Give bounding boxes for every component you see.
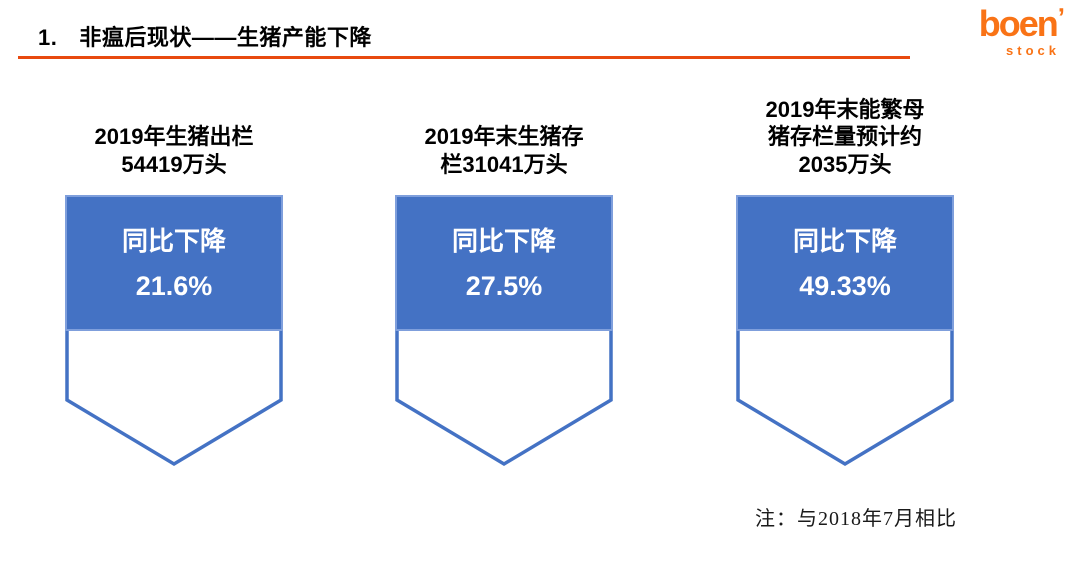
footnote: 注：与2018年7月相比 <box>755 508 957 530</box>
pennant-banner: 同比下降 49.33% <box>736 195 954 468</box>
stat-column-breeding-sows: 2019年末能繁母 猪存栏量预计约 2035万头 同比下降 49.33% <box>705 86 985 468</box>
column-heading: 2019年末生猪存 栏31041万头 <box>424 124 584 177</box>
logo-wordmark-text: boen <box>978 3 1059 44</box>
pennant-shape <box>395 195 613 467</box>
banner-value: 21.6% <box>135 271 213 301</box>
page-title: 非瘟后现状——生猪产能下降 <box>79 25 372 50</box>
pennant-banner: 同比下降 21.6% <box>65 195 283 468</box>
column-heading: 2019年末能繁母 猪存栏量预计约 2035万头 <box>765 96 925 177</box>
pennant-top-rect <box>395 195 613 331</box>
pennant-top-rect <box>65 195 283 331</box>
pennant-shape <box>736 195 954 467</box>
pennant-shape <box>65 195 283 467</box>
banner-value: 27.5% <box>465 271 543 301</box>
pennant-top-rect <box>736 195 954 331</box>
column-heading: 2019年生猪出栏 54419万头 <box>94 124 254 177</box>
slide-header: 1. 非瘟后现状——生猪产能下降 <box>38 20 372 52</box>
title-underline <box>18 56 910 59</box>
banner-label: 同比下降 <box>121 226 226 256</box>
banner-label: 同比下降 <box>792 226 897 256</box>
title-number: 1. <box>38 25 58 50</box>
banner-value: 49.33% <box>799 271 891 301</box>
logo: boenʼ stock <box>978 3 1065 58</box>
logo-accent-mark: ʼ <box>1057 2 1065 32</box>
stat-column-inventory: 2019年末生猪存 栏31041万头 同比下降 27.5% <box>364 86 644 468</box>
logo-wordmark: boenʼ <box>978 3 1065 44</box>
stat-column-slaughter: 2019年生猪出栏 54419万头 同比下降 21.6% <box>34 86 314 468</box>
banner-label: 同比下降 <box>451 226 556 256</box>
logo-subtext: stock <box>1006 43 1060 58</box>
pennant-banner: 同比下降 27.5% <box>395 195 613 468</box>
